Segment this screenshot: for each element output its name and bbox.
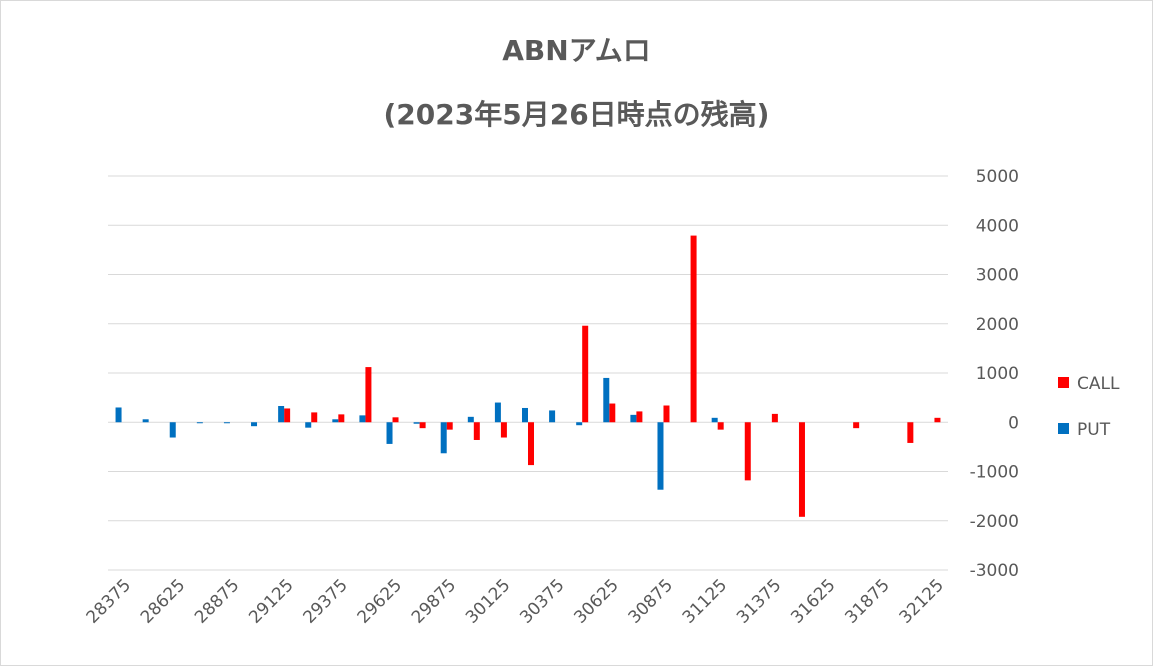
y-tick-label: 1000 [976,364,1019,384]
y-tick-label: -1000 [970,463,1019,483]
put-bar [522,407,528,423]
call-bar [446,422,453,430]
call-bar [473,422,480,440]
x-tick-label: 31625 [787,575,839,627]
x-tick-label: 28375 [83,575,135,627]
x-tick-label: 29375 [299,575,351,627]
call-bar [934,417,941,423]
y-tick-label: 0 [1008,413,1019,433]
y-tick-label: -2000 [970,512,1019,532]
call-bar [744,422,751,481]
put-bar [467,416,474,423]
call-bar [528,422,534,466]
call-bar [636,411,643,423]
call-bar [500,422,507,438]
x-tick-label: 28625 [137,575,189,627]
x-tick-label: 31125 [679,575,731,627]
put-bar [278,406,285,423]
x-tick-label: 30375 [516,575,568,627]
x-tick-label: 30625 [570,575,622,627]
call-bar [311,412,318,423]
y-tick-label: 3000 [976,266,1019,286]
x-tick-label: 30125 [462,575,514,627]
call-bar [338,414,345,423]
call-bar [365,367,372,423]
call-bar [419,422,426,429]
legend-swatch-put [1058,423,1069,434]
put-bar [332,419,339,423]
call-bar [798,422,805,517]
call-bar [853,422,860,429]
put-bar [305,422,312,428]
put-bar [413,422,420,424]
put-bar [115,407,122,423]
put-bar [223,422,230,424]
x-tick-label: 30875 [625,575,677,627]
put-bar [711,417,718,423]
legend-swatch-call [1058,377,1069,388]
chart-title: ABNアムロ [502,34,651,67]
y-tick-label: -3000 [970,561,1019,581]
x-tick-label: 32125 [896,575,948,627]
x-tick-label: 31875 [841,575,893,627]
y-tick-label: 5000 [976,167,1019,187]
put-bar [169,422,176,438]
chart-subtitle: (2023年5月26日時点の残高) [383,98,770,131]
call-bar [663,405,670,423]
put-bar [603,377,610,423]
call-bar [717,422,724,430]
legend-label-put: PUT [1077,420,1111,440]
put-bar [630,414,637,423]
put-bar [251,422,258,427]
x-tick-label: 29875 [408,575,460,627]
put-bar [440,422,447,454]
put-bar [359,415,366,423]
y-tick-label: 4000 [976,216,1019,236]
call-bar [582,325,589,423]
x-tick-label: 28875 [191,575,243,627]
x-tick-label: 29625 [354,575,406,627]
put-bar [494,402,501,423]
put-bar [386,422,393,444]
x-tick-label: 31375 [733,575,785,627]
put-bar [657,422,664,490]
call-bar [907,422,914,443]
x-tick-label: 29125 [245,575,297,627]
put-bar [549,410,556,423]
legend-label-call: CALL [1077,374,1120,394]
y-tick-label: 2000 [976,315,1019,335]
put-bar [142,419,149,423]
call-bar [284,408,291,423]
call-bar [771,413,778,423]
put-bar [576,422,583,426]
call-bar [609,403,616,423]
call-bar [392,417,399,423]
put-bar [196,422,203,424]
call-bar [690,235,697,423]
